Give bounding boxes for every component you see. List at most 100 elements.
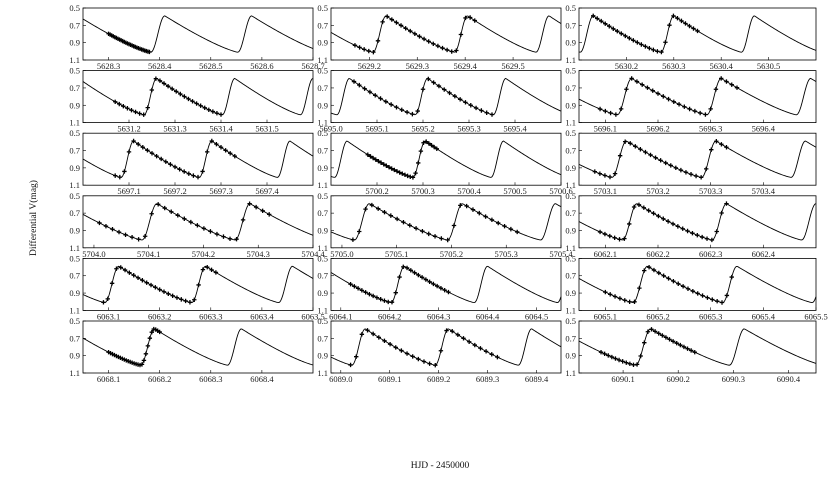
observation-point: [597, 171, 603, 176]
panel: 0.5 0.7 0.9 1.1 5703.1 5703.2 5703.3 5703.4: [565, 128, 817, 196]
observation-point: [168, 162, 173, 167]
observation-point: [690, 230, 695, 236]
y-tick-label: 0.7: [317, 146, 328, 156]
observation-point: [218, 145, 224, 150]
observation-point: [392, 167, 397, 173]
x-tick-label: 5705.3: [495, 249, 518, 259]
observation-point: [375, 38, 381, 44]
x-tick-label: 5629.4: [453, 61, 477, 71]
x-tick-label: 5704.4: [301, 249, 325, 259]
observation-point: [394, 169, 400, 174]
observation-point: [266, 212, 272, 217]
observation-point: [182, 169, 187, 174]
observation-point: [693, 173, 699, 179]
observation-point: [374, 295, 380, 300]
x-tick-label: 6089.4: [525, 374, 549, 384]
observation-point: [724, 293, 730, 298]
observation-point: [352, 284, 357, 289]
x-tick-label: 6090.4: [777, 374, 801, 384]
observation-point: [97, 220, 102, 226]
observation-point: [444, 47, 450, 53]
x-tick-label: 5705.2: [440, 249, 463, 259]
observation-point: [729, 82, 734, 87]
observation-point: [631, 38, 636, 43]
panel-frame: [330, 7, 562, 61]
observation-point: [619, 31, 624, 36]
observation-point: [709, 147, 714, 152]
panel-frame: [330, 257, 562, 311]
observation-point: [496, 220, 501, 226]
observation-point: [698, 175, 704, 180]
observation-point: [489, 217, 495, 223]
observation-point: [483, 214, 488, 219]
observation-point: [195, 174, 201, 180]
observation-point: [399, 107, 404, 113]
observation-point: [141, 112, 146, 117]
y-tick-label: 1.1: [69, 180, 80, 190]
observation-point: [147, 336, 153, 341]
observation-point: [351, 79, 357, 84]
observation-point: [452, 93, 458, 99]
y-tick-label: 0.5: [69, 128, 80, 138]
x-tick-label: 5695.3: [457, 124, 480, 134]
observation-point: [195, 223, 200, 228]
observation-point: [214, 111, 220, 116]
observation-point: [386, 299, 391, 305]
x-tick-label: 6062.4: [752, 249, 776, 259]
observation-point: [463, 15, 468, 21]
panel: 0.5 0.7 0.9 1.1 5631.2 5631.3 5631.4 5631.5: [69, 66, 314, 134]
observation-point: [394, 20, 399, 25]
y-tick-label: 1.1: [565, 305, 576, 315]
observation-point: [416, 160, 421, 166]
observation-point: [642, 268, 647, 273]
observation-point: [633, 144, 638, 149]
observation-point: [628, 141, 633, 146]
observation-point: [380, 19, 385, 25]
y-tick-label: 0.5: [317, 253, 328, 263]
observation-point: [413, 226, 419, 231]
observation-point: [153, 76, 159, 81]
model-curve: [578, 77, 817, 116]
observation-point: [656, 213, 661, 219]
x-tick-label: 5629.3: [406, 61, 429, 71]
observation-point: [655, 91, 661, 96]
observation-point: [412, 270, 417, 275]
observation-point: [175, 213, 180, 218]
observation-point: [678, 342, 683, 348]
observation-point: [692, 349, 697, 355]
observation-point: [489, 112, 495, 117]
observation-point: [592, 169, 597, 174]
model-curve: [330, 77, 562, 116]
observation-point: [653, 155, 658, 160]
observation-point: [165, 83, 171, 89]
observation-point: [232, 153, 237, 159]
observation-point: [609, 354, 615, 360]
observation-point: [623, 33, 628, 39]
x-tick-label: 6065.2: [646, 311, 669, 321]
observation-point: [624, 87, 629, 92]
observation-point: [386, 164, 392, 170]
observation-point: [144, 280, 149, 285]
observation-point: [450, 329, 455, 334]
observation-point: [663, 40, 668, 45]
observation-point: [202, 105, 207, 111]
observation-point: [705, 295, 710, 300]
y-tick-label: 0.9: [317, 225, 328, 235]
y-tick-label: 0.7: [317, 271, 328, 281]
observation-point: [367, 291, 372, 297]
panel-grid: 0.5 0.7 0.9 1.1 5628.3 5628.4 5628.5 5628.6 5628…: [69, 3, 827, 384]
y-tick-label: 0.7: [69, 208, 80, 218]
observation-point: [426, 39, 431, 44]
observation-point: [651, 211, 656, 216]
observation-point: [468, 103, 473, 108]
observation-point: [708, 106, 713, 112]
observation-point: [603, 108, 608, 114]
observation-point: [457, 97, 463, 102]
observation-point: [205, 264, 210, 270]
observation-point: [416, 356, 421, 362]
y-tick-label: 0.7: [317, 83, 328, 93]
observation-point: [710, 297, 715, 302]
observation-point: [205, 149, 210, 155]
observation-point: [410, 175, 416, 180]
